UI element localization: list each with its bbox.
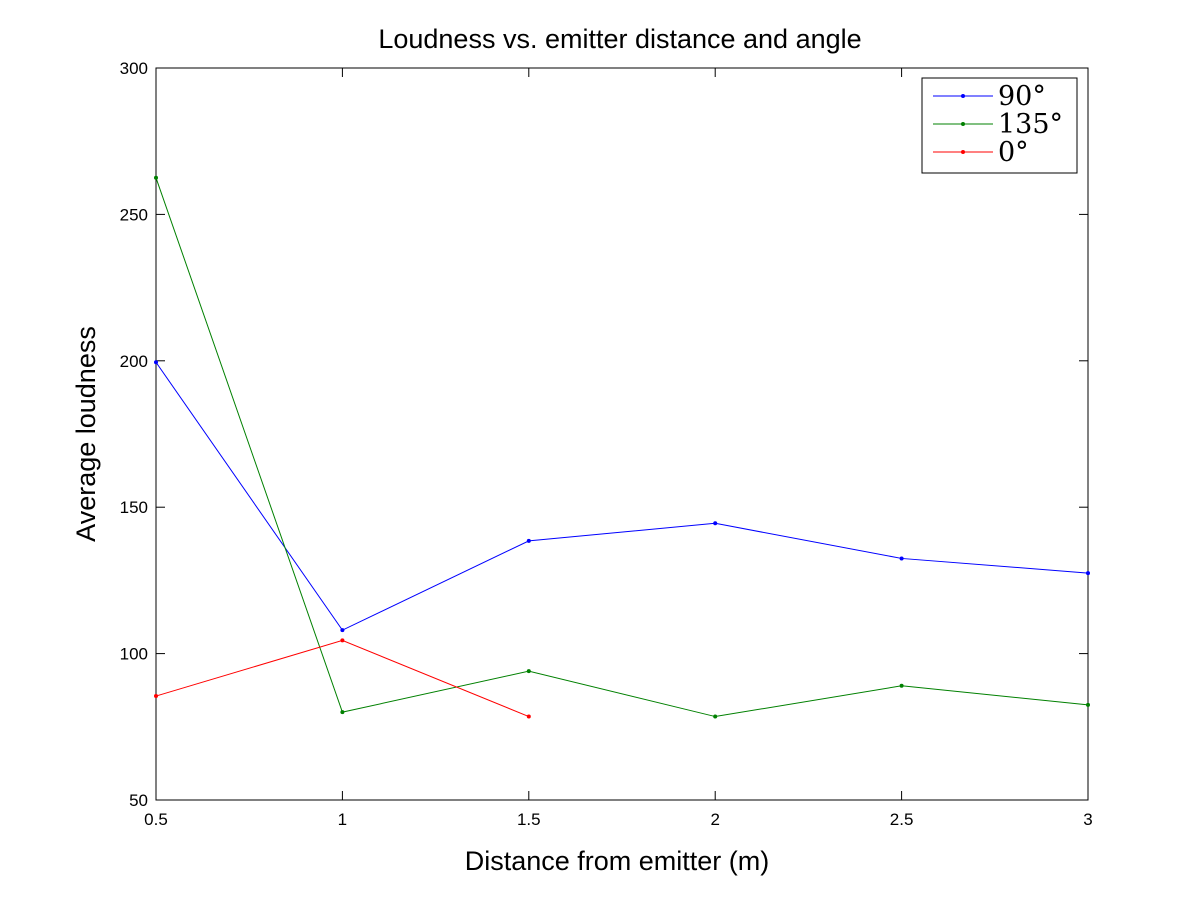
y-tick-label: 150 (120, 498, 148, 517)
data-point (526, 714, 531, 719)
legend-marker (961, 150, 965, 154)
x-tick-label: 0.5 (144, 810, 168, 829)
x-tick-label: 2.5 (890, 810, 914, 829)
y-tick-label: 50 (129, 791, 148, 810)
y-tick-label: 100 (120, 645, 148, 664)
x-tick-label: 1 (338, 810, 347, 829)
y-axis: 50 100 150 200 250 300 (120, 59, 1088, 810)
data-point (899, 683, 904, 688)
chart-title: Loudness vs. emitter distance and angle (378, 24, 861, 54)
data-point (1086, 571, 1090, 576)
legend-label: 135° (998, 109, 1063, 140)
y-tick-label: 250 (120, 205, 148, 224)
plot-area (155, 67, 1089, 801)
x-tick-label: 1.5 (517, 810, 541, 829)
data-point (340, 628, 345, 633)
data-point (713, 714, 718, 719)
x-tick-label: 3 (1083, 810, 1092, 829)
series-line-0 (155, 361, 1089, 631)
legend-marker (961, 94, 965, 98)
data-point (340, 638, 345, 643)
legend-box (921, 77, 1078, 174)
x-tick-label: 2 (710, 810, 719, 829)
data-point (713, 521, 718, 526)
legend-label: 0° (998, 137, 1029, 168)
data-point (899, 556, 904, 561)
legend-label: 90° (998, 81, 1046, 112)
y-axis-label: Average loudness (71, 326, 101, 542)
x-axis: 0.5 1 1.5 2 2.5 3 (144, 68, 1093, 829)
data-point (340, 710, 345, 715)
data-point (526, 538, 531, 543)
x-axis-label: Distance from emitter (m) (465, 846, 770, 876)
y-tick-label: 300 (120, 59, 148, 78)
series-layer (154, 175, 1090, 719)
data-point (154, 694, 158, 699)
data-point (1086, 702, 1090, 707)
data-point (154, 360, 158, 365)
legend-marker (961, 122, 965, 126)
y-tick-label: 200 (120, 352, 148, 371)
series-line-1 (155, 177, 1089, 718)
data-point (526, 669, 531, 674)
data-point (154, 175, 158, 180)
legend: 90°135°0° (921, 77, 1078, 174)
